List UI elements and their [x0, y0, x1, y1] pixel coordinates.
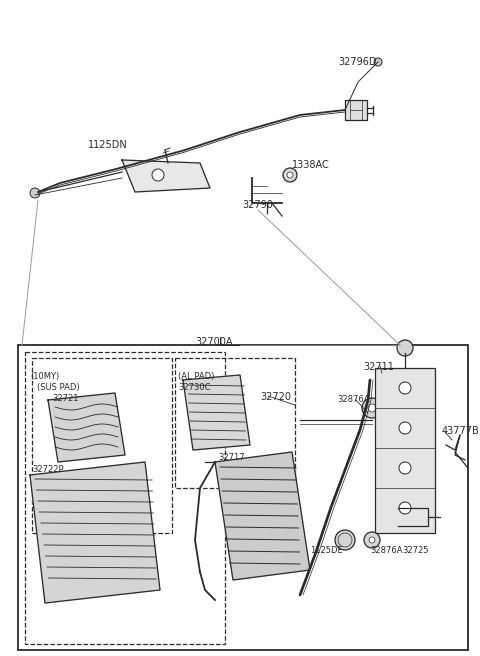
Circle shape [399, 502, 411, 514]
Circle shape [374, 58, 382, 66]
Text: 1338AC: 1338AC [292, 160, 330, 170]
Text: 32725: 32725 [402, 546, 429, 555]
Circle shape [399, 462, 411, 474]
Text: 32700A: 32700A [195, 337, 232, 347]
Text: 1125DE: 1125DE [310, 546, 343, 555]
Circle shape [399, 422, 411, 434]
Bar [32, 358, 172, 533]
Circle shape [283, 168, 297, 182]
Circle shape [397, 340, 413, 356]
Circle shape [152, 169, 164, 181]
Text: 43777B: 43777B [442, 426, 480, 436]
Bar [25, 352, 225, 644]
Polygon shape [183, 375, 250, 450]
Text: 32711: 32711 [363, 362, 394, 372]
Polygon shape [122, 160, 210, 192]
Circle shape [362, 398, 382, 418]
Text: (SUS PAD): (SUS PAD) [37, 383, 80, 392]
Circle shape [30, 188, 40, 198]
Text: 32790: 32790 [242, 200, 273, 210]
Text: 32720: 32720 [260, 392, 291, 402]
Circle shape [335, 530, 355, 550]
Circle shape [399, 382, 411, 394]
Text: 32730C: 32730C [178, 383, 211, 392]
Text: (10MY): (10MY) [30, 372, 59, 381]
Text: 32876A: 32876A [370, 546, 403, 555]
Text: 32721: 32721 [52, 394, 79, 403]
Text: 32796D: 32796D [338, 57, 376, 67]
Text: 1125DN: 1125DN [88, 140, 128, 150]
Text: (AL PAD): (AL PAD) [178, 372, 215, 381]
Circle shape [364, 532, 380, 548]
Text: 32717: 32717 [218, 453, 245, 462]
Bar [375, 368, 435, 533]
Circle shape [369, 537, 375, 543]
Bar [175, 358, 295, 488]
Circle shape [287, 172, 293, 178]
Text: 32722P: 32722P [32, 465, 64, 474]
Polygon shape [30, 462, 160, 603]
Text: 32876A: 32876A [337, 395, 370, 404]
Polygon shape [345, 100, 367, 120]
Polygon shape [48, 393, 125, 462]
Bar [18, 345, 468, 650]
Circle shape [368, 404, 376, 412]
Polygon shape [215, 452, 310, 580]
